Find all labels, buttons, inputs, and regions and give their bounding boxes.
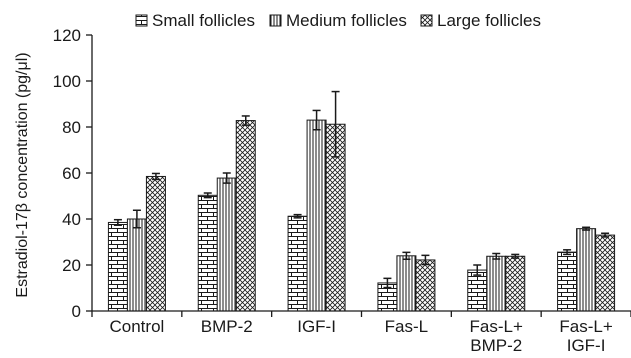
x-category-label: BMP-2 <box>201 317 253 336</box>
x-category-label: IGF-I <box>567 336 606 355</box>
y-axis-title: Estradiol-17β concentration (pg/μl) <box>14 52 31 297</box>
y-tick-label: 60 <box>62 164 81 183</box>
legend-label: Medium follicles <box>286 11 407 30</box>
bar <box>287 215 308 312</box>
y-tick-label: 40 <box>62 210 81 229</box>
x-category-label: IGF-I <box>297 317 336 336</box>
x-category-label: Control <box>110 317 165 336</box>
legend-swatch <box>420 14 433 27</box>
y-tick-label: 120 <box>53 26 81 45</box>
x-category-label: Fas-L+ <box>559 317 612 336</box>
bar <box>145 175 166 312</box>
bar <box>557 251 578 312</box>
bar <box>126 218 147 312</box>
legend-swatch <box>135 14 148 27</box>
x-category-label: BMP-2 <box>470 336 522 355</box>
bar <box>396 255 417 312</box>
bar <box>505 255 526 312</box>
plot-area <box>107 90 616 312</box>
bar <box>467 269 488 312</box>
y-tick-label: 80 <box>62 118 81 137</box>
x-category-label: Fas-L <box>385 317 428 336</box>
bar <box>306 119 327 312</box>
y-axis: 0 20 40 60 80 100 120 <box>53 26 93 321</box>
bar <box>415 259 436 312</box>
bar <box>197 194 218 312</box>
bar <box>216 177 237 312</box>
bar <box>486 255 507 312</box>
x-axis: Control BMP-2 IGF-I Fas-L Fas-L+BMP-2Fas-L+I… <box>91 310 631 355</box>
bar <box>576 228 597 312</box>
x-category-label: Fas-L+ <box>470 317 523 336</box>
bar <box>107 221 128 312</box>
y-tick-label: 0 <box>72 302 81 321</box>
legend: Small follicles Medium follicles Large fol… <box>135 11 541 30</box>
legend-swatch <box>269 14 282 27</box>
legend-label: Large follicles <box>437 11 541 30</box>
legend-label: Small follicles <box>152 11 255 30</box>
bar <box>235 120 256 312</box>
bar <box>595 234 616 312</box>
y-tick-label: 20 <box>62 256 81 275</box>
y-tick-label: 100 <box>53 72 81 91</box>
